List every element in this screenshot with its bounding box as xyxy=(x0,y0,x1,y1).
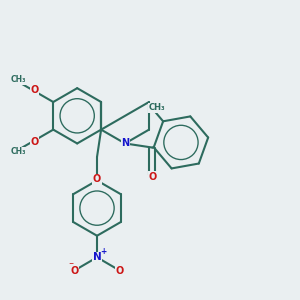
Text: N: N xyxy=(121,139,129,148)
Text: N: N xyxy=(93,252,101,262)
Text: O: O xyxy=(115,266,123,276)
Text: ⁻: ⁻ xyxy=(68,261,73,271)
Text: CH₃: CH₃ xyxy=(11,75,26,84)
Text: CH₃: CH₃ xyxy=(148,103,165,112)
Text: O: O xyxy=(30,137,39,147)
Text: O: O xyxy=(148,172,157,182)
Text: O: O xyxy=(70,266,79,276)
Text: +: + xyxy=(100,248,107,256)
Text: CH₃: CH₃ xyxy=(11,147,26,156)
Text: O: O xyxy=(30,85,39,95)
Text: O: O xyxy=(93,174,101,184)
